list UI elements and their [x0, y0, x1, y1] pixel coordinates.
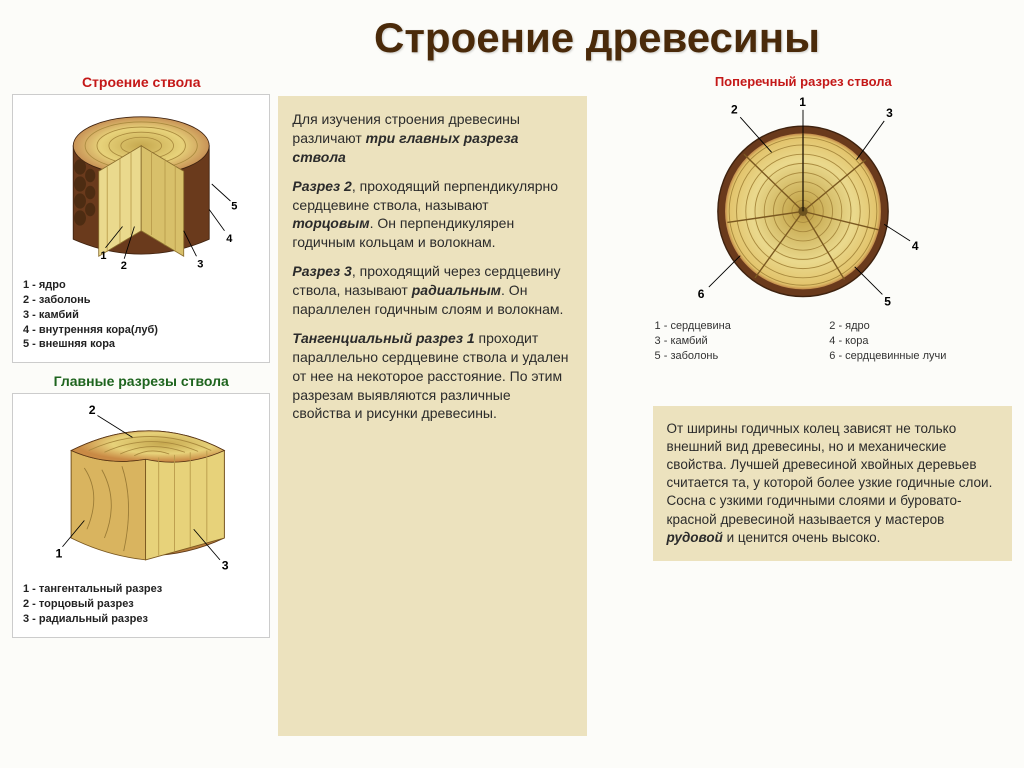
- trunk-label-1: 1: [100, 250, 106, 262]
- trunk-structure-panel: Строение ствола: [12, 70, 270, 363]
- side-note-panel: От ширины годичных колец зависят не толь…: [653, 406, 1012, 562]
- cross-label-4: 4: [912, 239, 919, 253]
- left-column: Строение ствола: [12, 70, 270, 736]
- cross-label-5: 5: [884, 295, 891, 309]
- main-cuts-title: Главные разрезы ствола: [12, 369, 270, 393]
- cross-legend: 1 - сердцевина 2 - ядро 3 - камбий 4 - к…: [595, 315, 1012, 368]
- cross-section-diagram: 1 2 3 4 5 6: [683, 93, 923, 315]
- trunk-label-3: 3: [197, 258, 203, 269]
- trunk-legend: 1 - ядро 2 - заболонь 3 - камбий 4 - вну…: [17, 274, 265, 358]
- main-text-panel: Для изучения строения древесины различаю…: [278, 96, 586, 736]
- main-cuts-panel: Главные разрезы ствола: [12, 369, 270, 638]
- trunk-label-2: 2: [121, 260, 127, 269]
- middle-column: Для изучения строения древесины различаю…: [278, 70, 586, 736]
- trunk-label-4: 4: [226, 233, 233, 245]
- cross-section-panel: Поперечный разрез ствола: [595, 70, 1012, 368]
- cross-label-1: 1: [800, 95, 807, 109]
- cross-label-6: 6: [698, 287, 705, 301]
- cross-label-3: 3: [886, 106, 893, 120]
- cuts-label-3: 3: [222, 559, 229, 573]
- cuts-label-1: 1: [55, 546, 62, 560]
- trunk-structure-title: Строение ствола: [12, 70, 270, 94]
- cross-label-2: 2: [731, 103, 738, 117]
- cuts-legend: 1 - тангентальный разрез 2 - торцовый ра…: [17, 578, 265, 633]
- main-cuts-diagram: 1 2 3 1 - тангентальный разрез 2 - торцо…: [12, 393, 270, 638]
- page-title: Строение древесины: [0, 0, 1024, 70]
- trunk-label-5: 5: [231, 201, 237, 213]
- cuts-label-2: 2: [89, 403, 96, 417]
- trunk-structure-diagram: 1 2 3 4 5 1 - ядро 2 - заболонь 3 - камб…: [12, 94, 270, 363]
- cross-section-title: Поперечный разрез ствола: [595, 70, 1012, 93]
- right-column: Поперечный разрез ствола: [595, 70, 1012, 736]
